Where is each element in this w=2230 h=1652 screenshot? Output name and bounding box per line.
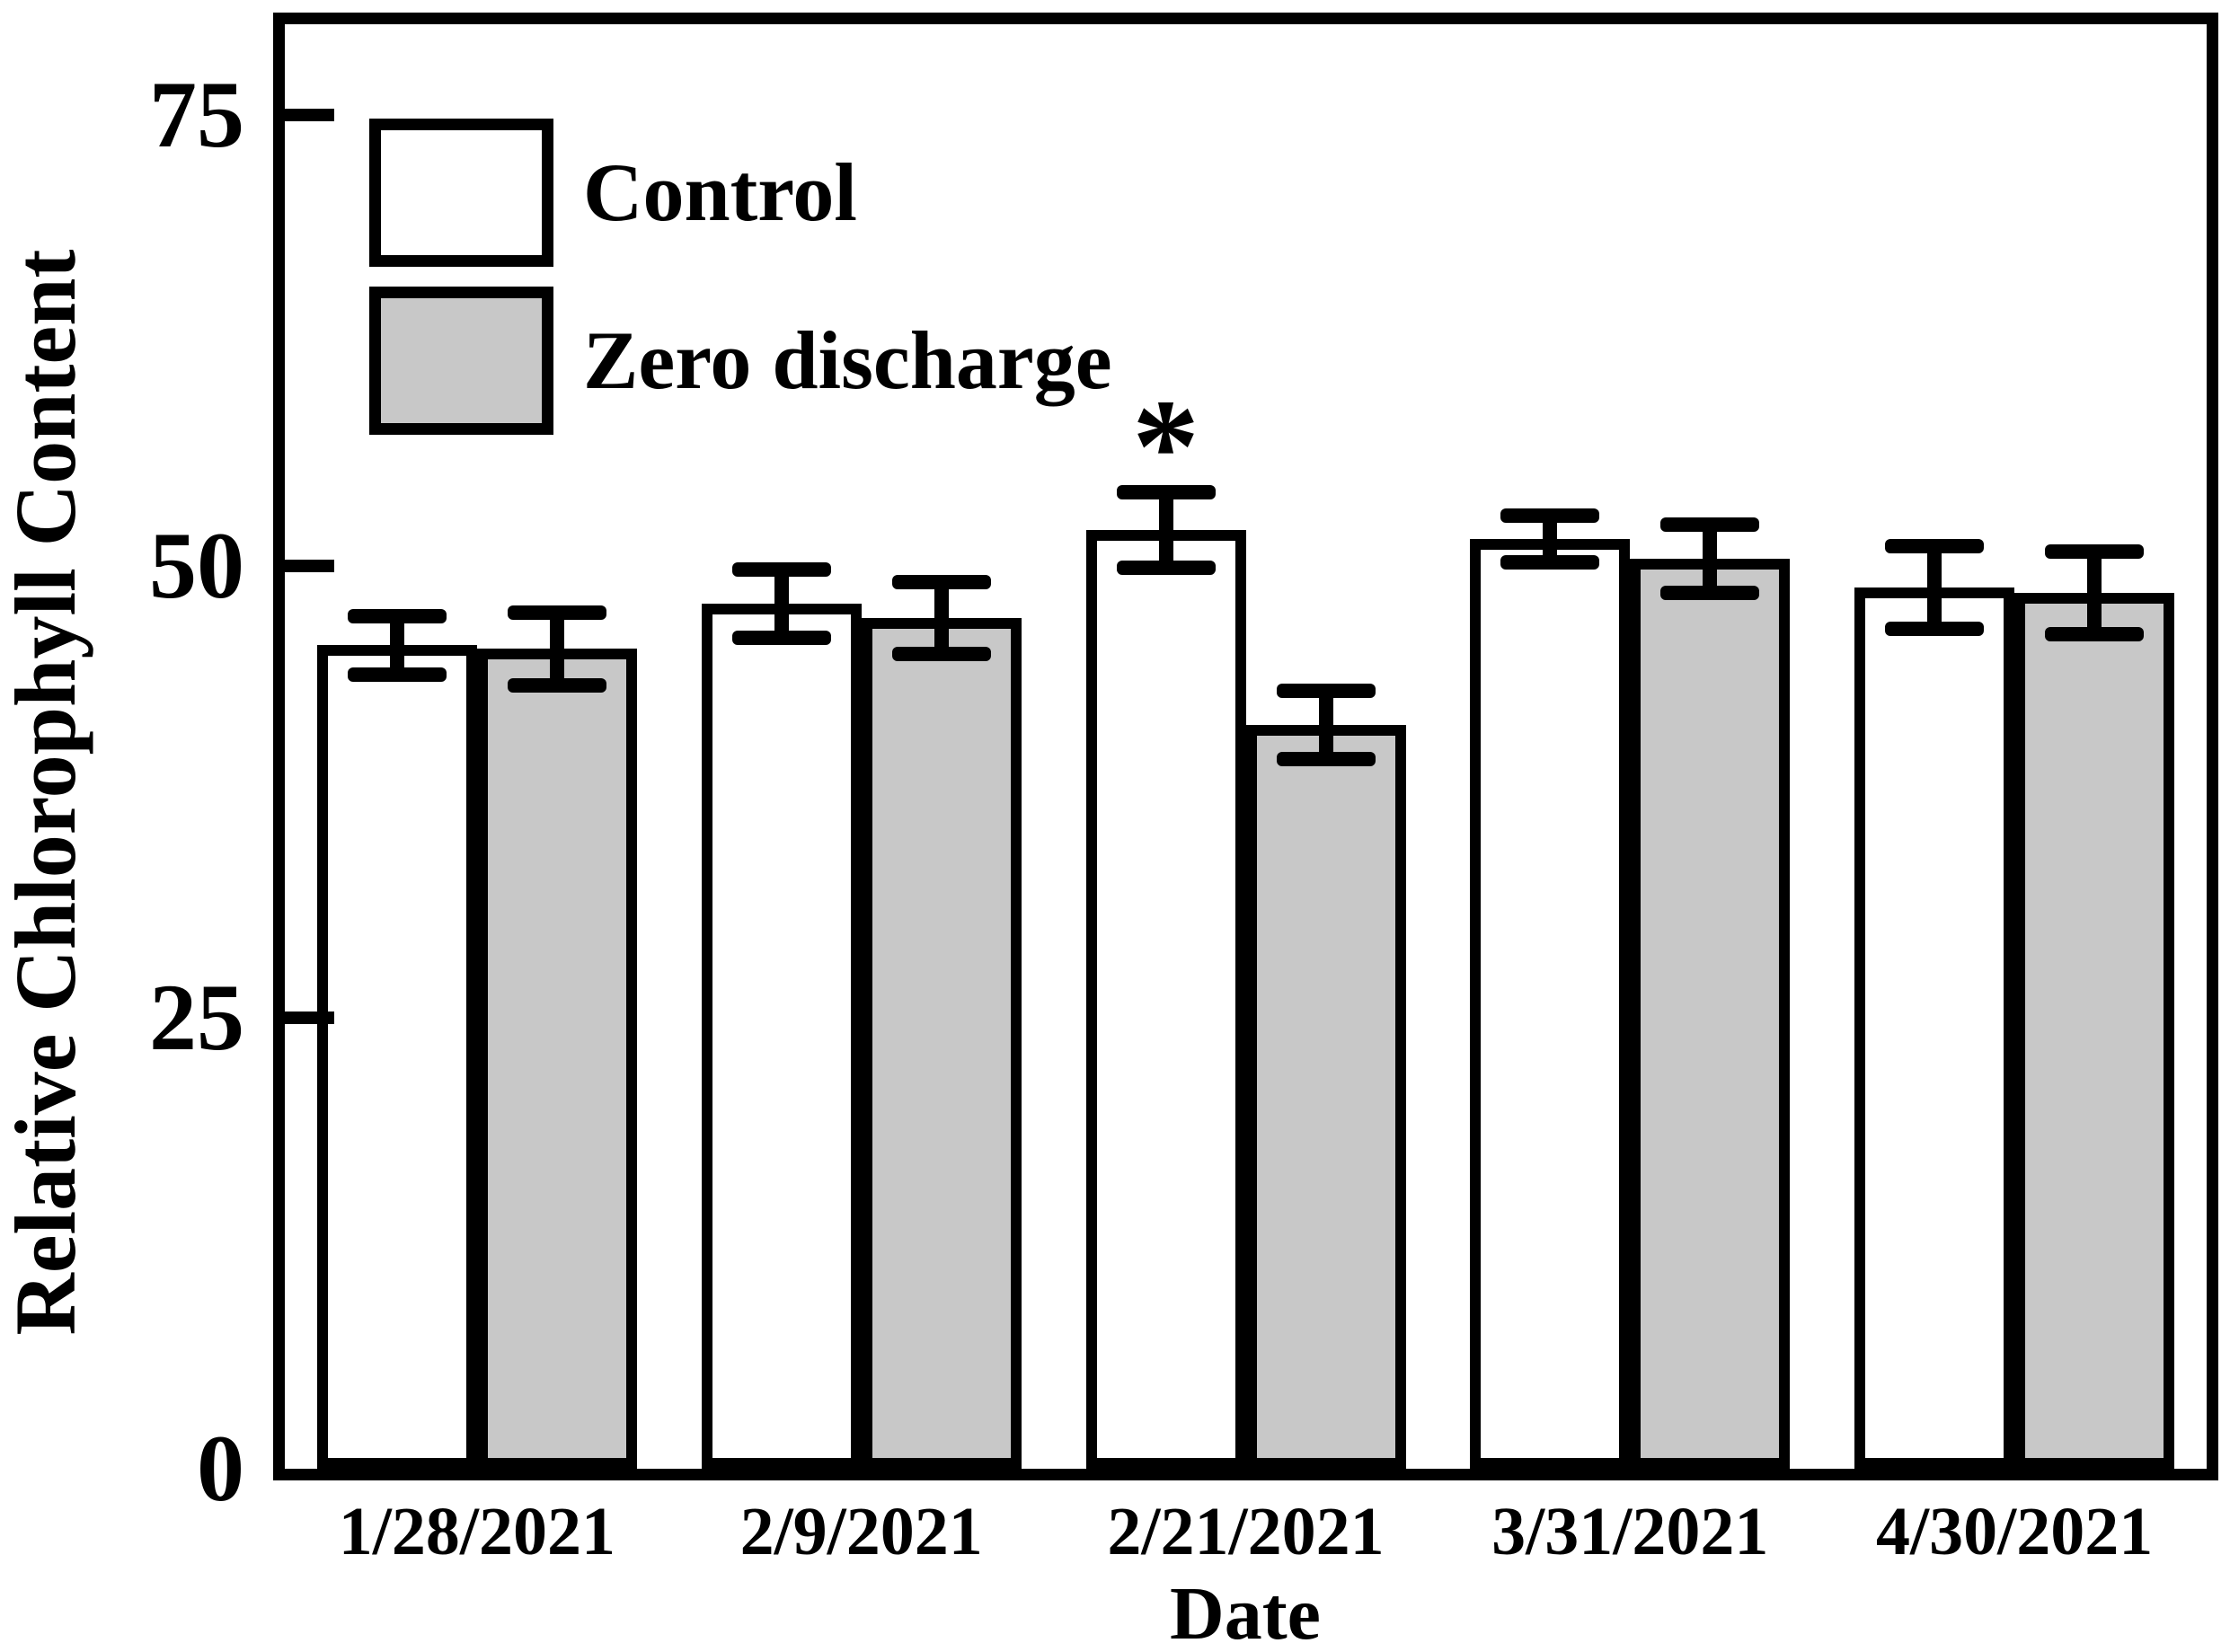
significance-asterisk: * <box>1132 371 1199 521</box>
error-bar-top-cap <box>507 605 606 621</box>
bar-control-3/31/2021 <box>1470 538 1631 1469</box>
error-bar-line <box>1543 515 1558 562</box>
error-bar-bottom-cap <box>2045 627 2145 642</box>
error-bar-bottom-cap <box>1885 622 1985 637</box>
x-axis-title: Date <box>1170 1572 1321 1652</box>
legend-label-control: Control <box>583 146 857 238</box>
bar-zero-discharge-2/9/2021 <box>861 618 1022 1469</box>
y-tick-label: 25 <box>149 964 244 1070</box>
bar-zero-discharge-4/30/2021 <box>2014 593 2175 1469</box>
bar-zero-discharge-2/21/2021 <box>1245 724 1406 1469</box>
error-bar-top-cap <box>347 609 447 624</box>
y-tick-mark <box>285 1011 334 1024</box>
x-category-label: 2/9/2021 <box>739 1494 983 1569</box>
bar-control-1/28/2021 <box>316 645 477 1469</box>
legend-swatch-zero-discharge <box>369 287 553 435</box>
error-bar-top-cap <box>2045 543 2145 559</box>
bar-control-2/21/2021 <box>1085 529 1246 1469</box>
error-bar-bottom-cap <box>1276 752 1376 767</box>
y-tick-label: 50 <box>149 513 244 618</box>
x-category-label: 4/30/2021 <box>1875 1494 2154 1569</box>
error-bar-top-cap <box>731 562 831 578</box>
error-bar-line <box>934 582 949 655</box>
error-bar-top-cap <box>1116 484 1216 499</box>
x-category-label: 2/21/2021 <box>1107 1494 1385 1569</box>
error-bar-top-cap <box>1885 538 1985 553</box>
error-bar-line <box>549 613 564 685</box>
plot-area: * Control Zero discharge <box>273 13 2218 1480</box>
bar-zero-discharge-1/28/2021 <box>476 649 637 1469</box>
y-tick-label: 0 <box>197 1416 244 1521</box>
error-bar-bottom-cap <box>1116 561 1216 575</box>
error-bar-line <box>1703 524 1718 594</box>
error-bar-line <box>389 616 404 675</box>
error-bar-bottom-cap <box>1500 554 1600 570</box>
error-bar-bottom-cap <box>731 631 831 646</box>
legend-swatch-control <box>369 119 553 267</box>
error-bar-top-cap <box>1276 683 1376 698</box>
y-axis-title: Relative Chlorophyll Content <box>0 249 93 1336</box>
error-bar-top-cap <box>1660 517 1760 532</box>
bar-control-4/30/2021 <box>1854 587 2015 1469</box>
legend-label-zero-discharge: Zero discharge <box>583 314 1112 406</box>
error-bar-line <box>2087 551 2102 635</box>
x-category-label: 1/28/2021 <box>338 1494 616 1569</box>
error-bar-top-cap <box>891 575 991 590</box>
error-bar-line <box>1318 690 1333 760</box>
error-bar-line <box>774 570 789 639</box>
error-bar-line <box>1927 545 1942 630</box>
error-bar-line <box>1158 491 1173 568</box>
bar-zero-discharge-3/31/2021 <box>1630 558 1791 1469</box>
y-tick-mark <box>285 108 334 121</box>
error-bar-bottom-cap <box>1660 586 1760 601</box>
y-tick-label: 75 <box>149 61 244 167</box>
y-tick-mark <box>285 560 334 572</box>
x-category-label: 3/31/2021 <box>1491 1494 1769 1569</box>
error-bar-top-cap <box>1500 508 1600 523</box>
error-bar-bottom-cap <box>891 647 991 662</box>
error-bar-bottom-cap <box>347 667 447 682</box>
error-bar-bottom-cap <box>507 677 606 693</box>
bar-control-2/9/2021 <box>701 604 862 1469</box>
